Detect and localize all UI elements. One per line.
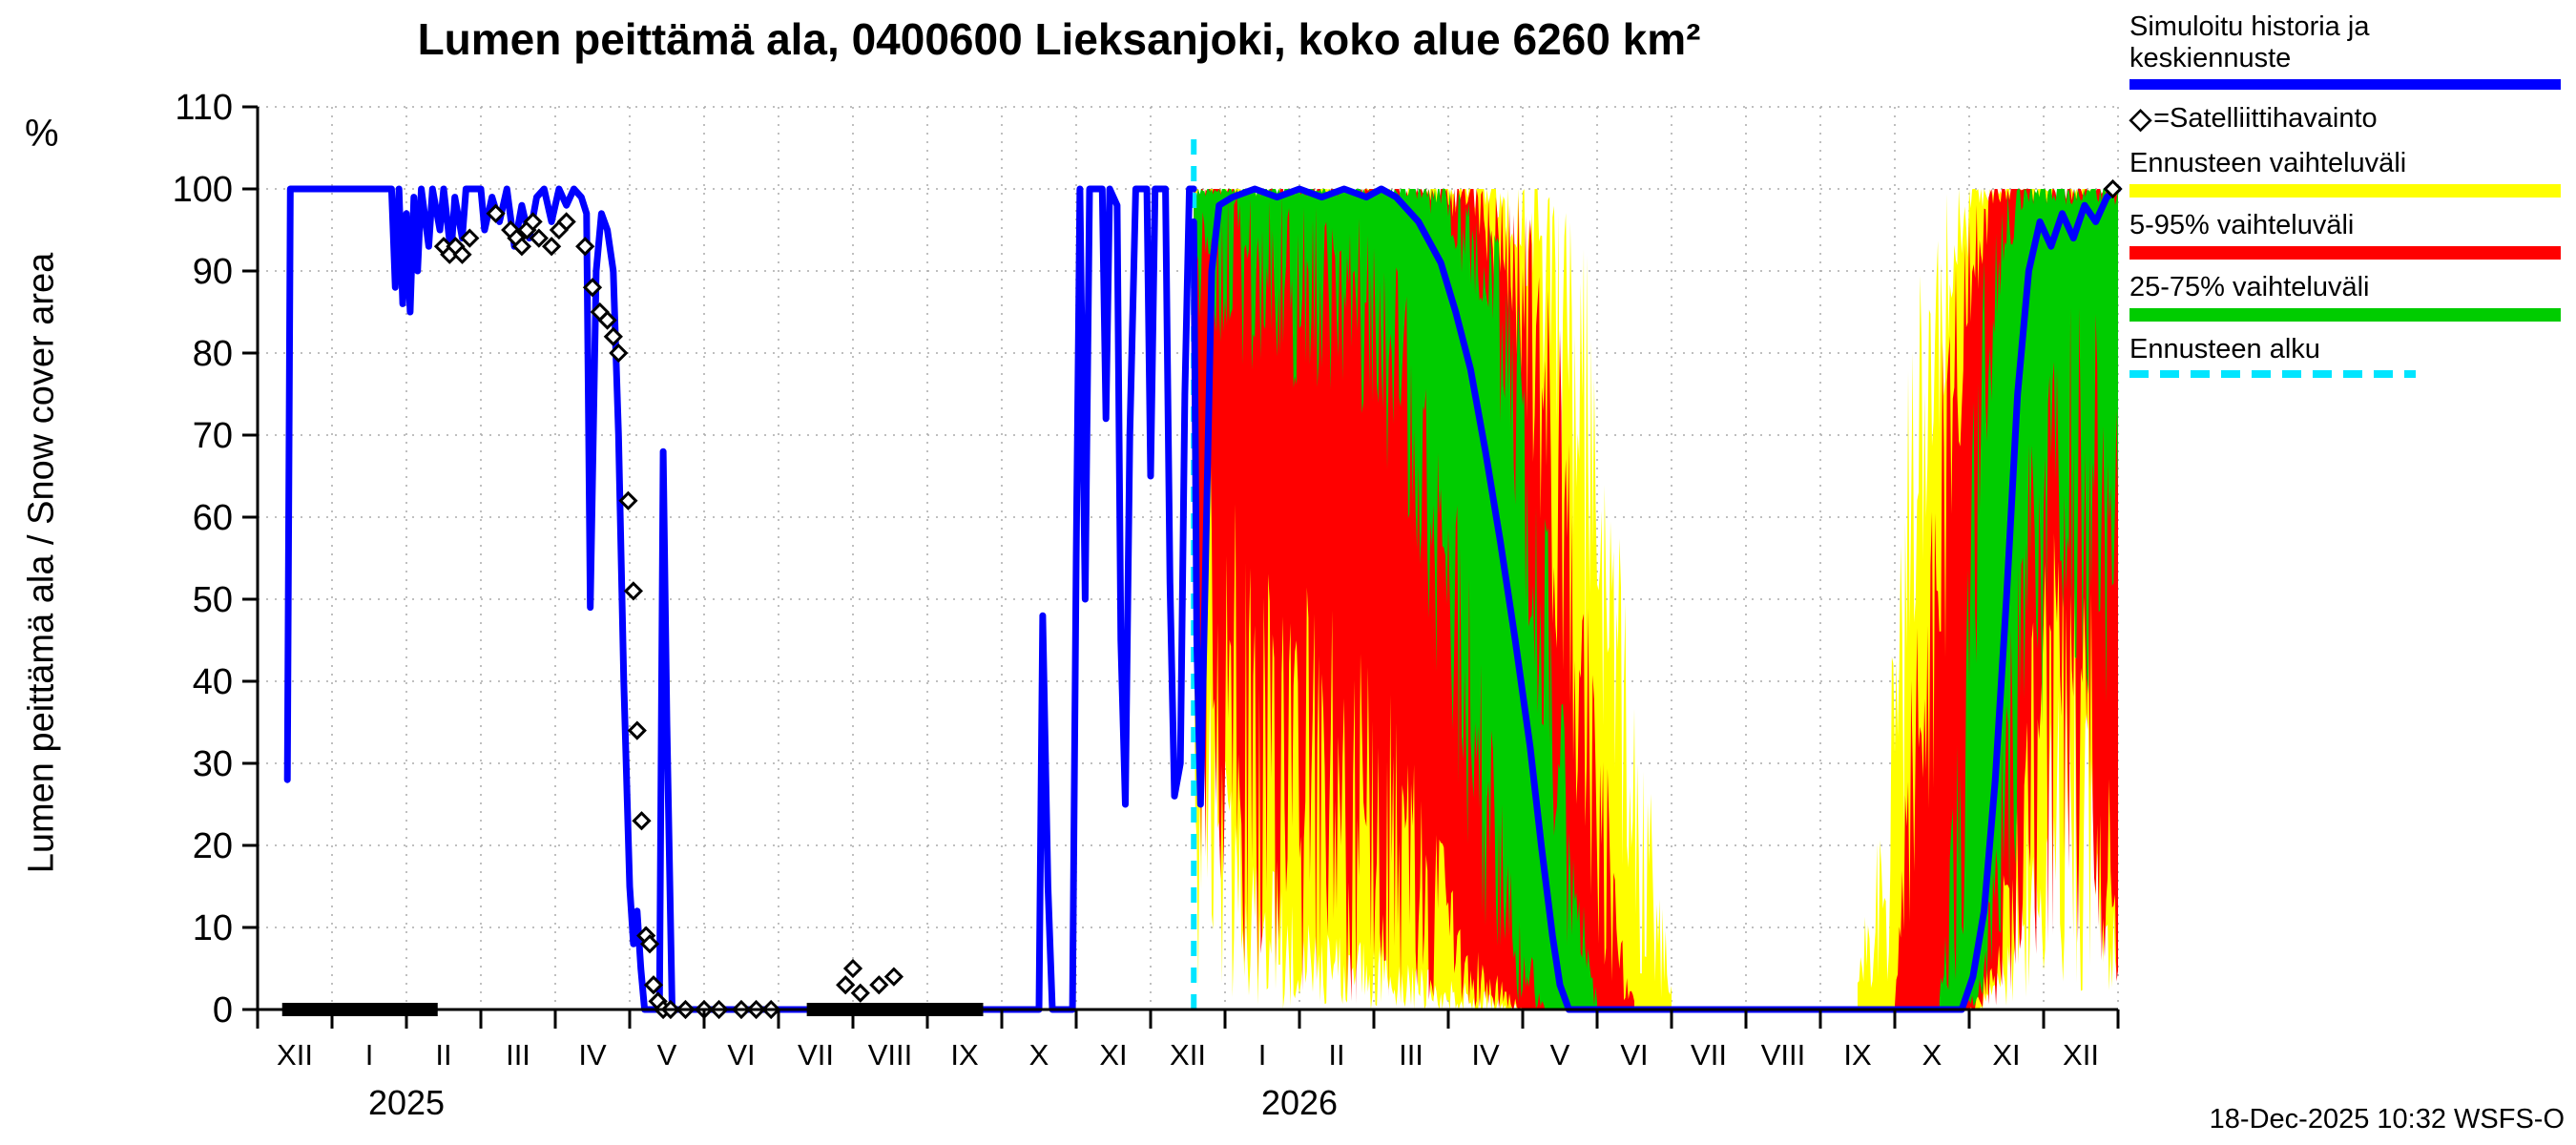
x-tick-label: III	[1399, 1038, 1423, 1072]
x-tick-label: XII	[1170, 1038, 1206, 1072]
satellite-obs-diamond	[883, 967, 904, 987]
x-tick-label: II	[1328, 1038, 1344, 1072]
satellite-obs-diamond	[2103, 178, 2123, 199]
satellite-obs-diamond	[850, 983, 870, 1003]
range-25-75-swatch	[2129, 308, 2561, 323]
x-tick-label: V	[1550, 1038, 1570, 1072]
x-tick-label: VI	[1620, 1038, 1648, 1072]
history-line	[283, 185, 1197, 1013]
x-tick-label: I	[1258, 1038, 1267, 1072]
timestamp: 18-Dec-2025 10:32 WSFS-O	[2209, 1104, 2565, 1135]
satellite-obs-diamond	[541, 237, 562, 257]
y-axis-unit: %	[25, 113, 59, 155]
year-label: 2025	[368, 1083, 445, 1122]
x-tick-label: X	[1922, 1038, 1942, 1072]
x-tick-label: IX	[1843, 1038, 1872, 1072]
y-tick-label: 10	[193, 908, 233, 948]
satellite-obs-diamond	[836, 975, 856, 995]
satellite-obs-diamond	[452, 244, 472, 264]
y-tick-label: 50	[193, 580, 233, 620]
y-tick-label: 90	[193, 252, 233, 292]
x-tick-label: VIII	[1761, 1038, 1806, 1072]
legend-label-forecast-range: Ennusteen vaihteluväli	[2129, 148, 2407, 179]
satellite-obs-diamond	[575, 237, 595, 257]
satellite-obs-diamond	[597, 310, 617, 330]
x-tick-label: I	[365, 1038, 374, 1072]
satellite-obs-diamond	[869, 975, 889, 995]
x-tick-label: XII	[277, 1038, 313, 1072]
x-tick-label: III	[506, 1038, 530, 1072]
legend-item-forecast-start: Ennusteen alku	[2129, 334, 2570, 379]
legend-item-satellite: ◇ =Satelliittihavainto	[2129, 102, 2570, 135]
y-tick-label: 0	[213, 990, 233, 1030]
forecast-range-swatch	[2129, 184, 2561, 198]
legend: Simuloitu historia ja keskiennuste ◇ =Sa…	[2129, 11, 2570, 390]
satellite-obs-diamond	[618, 490, 638, 510]
satellite-obs-diamond	[627, 720, 647, 740]
x-tick-label: VIII	[868, 1038, 913, 1072]
satellite-obs-diamond	[511, 237, 532, 257]
satellite-obs-diamond	[632, 811, 652, 831]
satellite-obs-diamond	[556, 212, 576, 232]
x-tick-label: XI	[1992, 1038, 2020, 1072]
satellite-diamond-icon: ◇	[2129, 103, 2152, 135]
x-tick-label: XII	[2063, 1038, 2099, 1072]
y-tick-label: 60	[193, 498, 233, 538]
x-tick-label: IX	[950, 1038, 979, 1072]
satellite-obs-diamond	[623, 581, 644, 601]
legend-item-simulated-history: Simuloitu historia ja keskiennuste	[2129, 11, 2570, 91]
legend-label-forecast-start: Ennusteen alku	[2129, 334, 2320, 365]
legend-label-range-5-95: 5-95% vaihteluväli	[2129, 210, 2355, 241]
history-line-swatch	[2129, 79, 2561, 91]
satellite-obs-diamond	[603, 326, 623, 346]
satellite-obs-diamond	[842, 958, 863, 979]
satellite-obs-diamond	[460, 228, 480, 248]
x-tick-label: XI	[1099, 1038, 1127, 1072]
legend-item-range-5-95: 5-95% vaihteluväli	[2129, 210, 2570, 260]
forecast-start-swatch	[2129, 370, 2416, 379]
chart-title: Lumen peittämä ala, 0400600 Lieksanjoki,…	[417, 14, 1701, 64]
forecast-mean-line	[1190, 185, 2122, 1013]
x-tick-label: VII	[798, 1038, 834, 1072]
y-tick-label: 80	[193, 334, 233, 374]
legend-label-simulated-history: Simuloitu historia ja keskiennuste	[2129, 11, 2370, 74]
satellite-obs-diamond	[639, 934, 660, 954]
satellite-obs-diamond	[486, 203, 506, 223]
range-5-95-swatch	[2129, 246, 2561, 260]
x-tick-label: II	[435, 1038, 451, 1072]
band-p25-75	[1939, 189, 2118, 1010]
y-tick-label: 100	[173, 170, 233, 210]
legend-item-forecast-range: Ennusteen vaihteluväli	[2129, 148, 2570, 198]
x-tick-label: V	[657, 1038, 677, 1072]
band-p25-75	[1194, 189, 1597, 1010]
y-tick-label: 110	[175, 88, 233, 128]
satellite-obs-diamond	[529, 228, 549, 248]
y-tick-label: 20	[193, 826, 233, 866]
y-tick-label: 40	[193, 662, 233, 702]
y-tick-label: 30	[193, 744, 233, 784]
satellite-obs-diamond	[523, 212, 543, 232]
satellite-obs-diamond	[643, 975, 664, 995]
year-label: 2026	[1261, 1083, 1338, 1122]
x-tick-label: X	[1029, 1038, 1049, 1072]
x-tick-label: VII	[1691, 1038, 1727, 1072]
legend-item-range-25-75: 25-75% vaihteluväli	[2129, 272, 2570, 323]
satellite-obs-diamond	[582, 278, 603, 298]
x-tick-label: IV	[1471, 1038, 1500, 1072]
legend-label-range-25-75: 25-75% vaihteluväli	[2129, 272, 2370, 303]
satellite-obs-diamond	[609, 343, 629, 364]
x-tick-label: VI	[727, 1038, 755, 1072]
x-tick-label: IV	[578, 1038, 607, 1072]
legend-label-satellite: =Satelliittihavainto	[2153, 103, 2378, 135]
y-tick-label: 70	[193, 416, 233, 456]
